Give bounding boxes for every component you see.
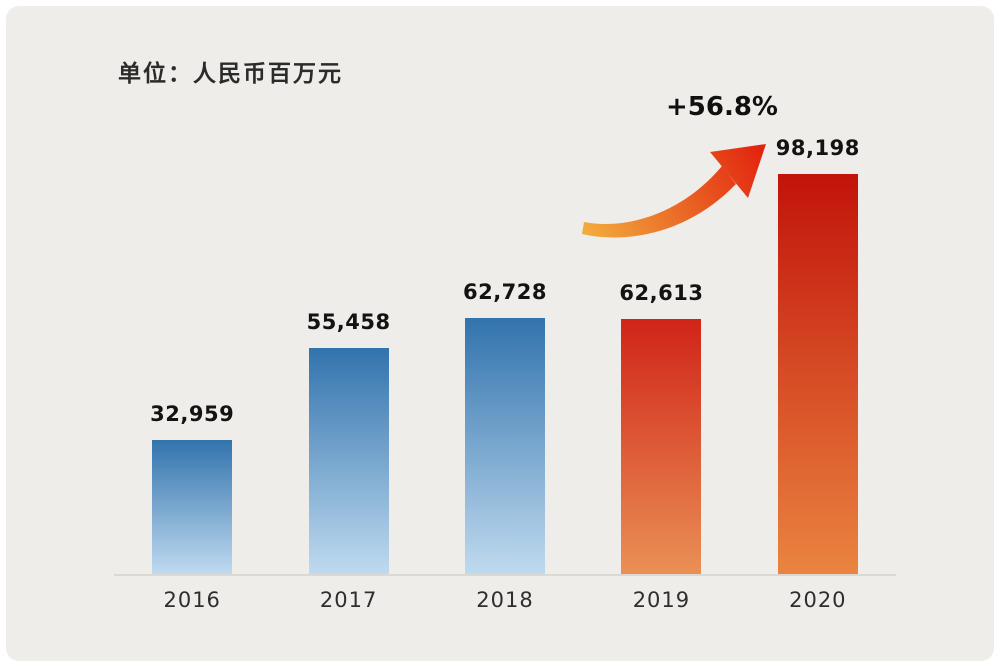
bar-2020 — [777, 174, 858, 574]
x-tick-2017: 2017 — [319, 588, 378, 612]
bar-value-label: 32,959 — [150, 402, 235, 426]
bar-2017 — [308, 348, 389, 574]
bar-value-label: 62,613 — [619, 281, 704, 305]
bar-value-label: 98,198 — [775, 136, 860, 160]
growth-arrow-icon — [582, 144, 766, 238]
x-axis: 2016 2017 2018 2019 2020 — [114, 576, 896, 618]
growth-annotation: +56.8% — [666, 92, 778, 122]
unit-label: 单位：人民币百万元 — [118, 61, 343, 87]
bar-group-2020: 98,198 — [740, 132, 896, 574]
chart-card: 单位：人民币百万元 +56.8% 32,959 55,458 62,728 — [6, 6, 994, 661]
bar-chart: 32,959 55,458 62,728 62,613 98,198 2016 — [114, 132, 896, 618]
bar-2018 — [465, 318, 546, 574]
plot-area: 32,959 55,458 62,728 62,613 98,198 — [114, 132, 896, 576]
bar-group-2019: 62,613 — [583, 132, 739, 574]
x-tick-2019: 2019 — [632, 588, 691, 612]
x-tick-2018: 2018 — [476, 588, 534, 612]
bar-value-label: 62,728 — [462, 280, 548, 304]
bar-group-2016: 32,959 — [114, 132, 270, 574]
x-tick-2016: 2016 — [163, 588, 221, 612]
x-tick-2020: 2020 — [789, 588, 847, 612]
bar-group-2018: 62,728 — [427, 132, 583, 574]
bar-2016 — [152, 440, 233, 574]
bar-group-2017: 55,458 — [270, 132, 426, 574]
bar-2019 — [621, 319, 702, 574]
bar-value-label: 55,458 — [306, 310, 391, 334]
